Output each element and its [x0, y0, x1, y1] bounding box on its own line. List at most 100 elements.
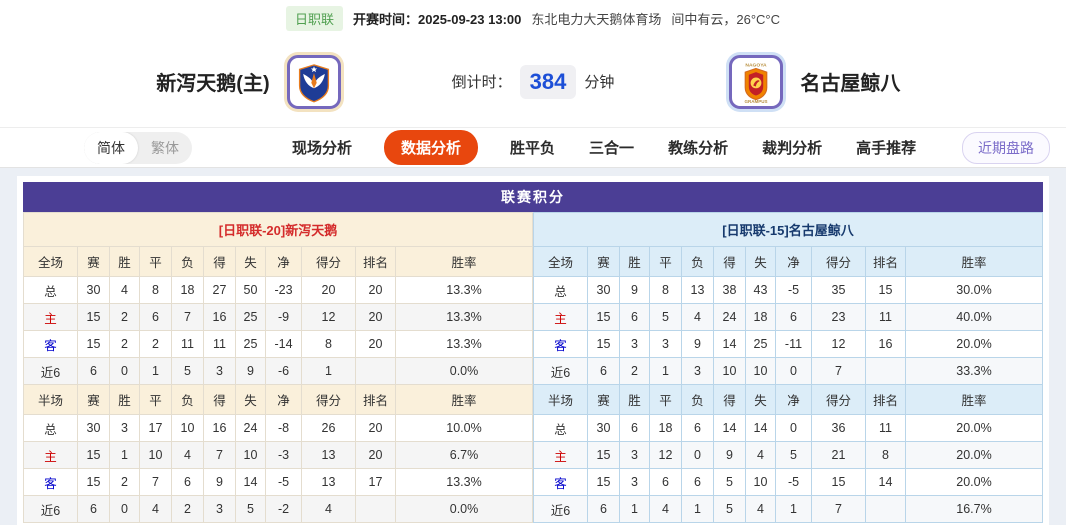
table-cell: 20 — [355, 441, 396, 469]
table-cell: 0 — [109, 357, 140, 385]
table-cell: 4 — [139, 495, 172, 523]
table-cell: -14 — [265, 330, 302, 358]
row-label: 客 — [533, 468, 588, 496]
column-header: 胜率 — [905, 246, 1043, 277]
table-cell: 6 — [587, 495, 620, 523]
away-team-name: 名古屋鲸八 — [800, 73, 901, 95]
table-cell: 2 — [109, 303, 140, 331]
column-header: 失 — [745, 384, 776, 415]
table-cell: 15 — [77, 330, 110, 358]
tab-数据分析[interactable]: 数据分析 — [384, 130, 479, 165]
table-cell: 23 — [811, 303, 866, 331]
row-label: 客 — [23, 468, 78, 496]
table-row: 主 15 1 10 4 7 10 -3 13 20 6.7% — [23, 441, 533, 469]
table-cell: 10 — [745, 357, 776, 385]
table-cell: 9 — [713, 441, 746, 469]
row-label: 总 — [533, 414, 588, 442]
column-header: 净 — [265, 246, 302, 277]
column-header: 得分 — [811, 246, 866, 277]
table-row: 近6 6 0 4 2 3 5 -2 4 0.0% — [23, 495, 533, 523]
table-cell: 4 — [745, 495, 776, 523]
table-cell: 30 — [587, 276, 620, 304]
table-cell: 11 — [203, 330, 236, 358]
row-label: 主 — [23, 303, 78, 331]
table-cell: 17 — [139, 414, 172, 442]
row-label: 主 — [533, 303, 588, 331]
row-label: 近6 — [533, 495, 588, 523]
column-header: 净 — [775, 384, 812, 415]
recent-trends-button[interactable]: 近期盘路 — [962, 131, 1050, 164]
scope-label: 半场 — [23, 384, 78, 415]
home-table-title: [日职联-20]新泻天鹅 — [23, 212, 533, 247]
scope-label: 全场 — [533, 246, 588, 277]
tab-现场分析[interactable]: 现场分析 — [292, 140, 353, 157]
svg-text:GRAMPUS: GRAMPUS — [745, 99, 768, 104]
table-cell — [865, 357, 906, 385]
table-cell: 11 — [865, 303, 906, 331]
table-cell — [865, 495, 906, 523]
table-cell: 12 — [649, 441, 682, 469]
league-points-card: 联赛积分 [日职联-20]新泻天鹅 全场赛胜平负得失净得分 排名 胜率 总 30 4 8 1… — [17, 176, 1049, 526]
tab-教练分析[interactable]: 教练分析 — [668, 140, 729, 157]
table-row: 客 15 3 3 9 14 25 -11 12 16 20.0% — [533, 330, 1043, 358]
table-cell: 3 — [619, 468, 650, 496]
table-cell: 13 — [681, 276, 714, 304]
table-cell: 15 — [77, 303, 110, 331]
table-cell: 27 — [203, 276, 236, 304]
table-row: 主 15 2 6 7 16 25 -9 12 20 13.3% — [23, 303, 533, 331]
table-cell: 4 — [301, 495, 356, 523]
match-info-bar: 日职联 开赛时间：2025-09-23 13:00 东北电力大天鹅体育场 间中有… — [0, 0, 1066, 36]
row-label: 近6 — [23, 357, 78, 385]
table-cell: 5 — [713, 495, 746, 523]
table-cell: 8 — [649, 276, 682, 304]
table-cell: 10 — [139, 441, 172, 469]
home-team-crest-icon — [298, 63, 329, 103]
tab-高手推荐[interactable]: 高手推荐 — [856, 140, 917, 157]
table-cell: 9 — [235, 357, 266, 385]
table-cell: 15 — [811, 468, 866, 496]
table-cell: -8 — [265, 414, 302, 442]
tab-三合一[interactable]: 三合一 — [589, 140, 635, 157]
home-team-table: [日职联-20]新泻天鹅 全场赛胜平负得失净得分 排名 胜率 总 30 4 8 18 27 50… — [23, 212, 533, 523]
table-cell: 3 — [203, 357, 236, 385]
table-cell: 5 — [713, 468, 746, 496]
column-header: 赛 — [77, 384, 110, 415]
table-cell: 6 — [619, 303, 650, 331]
table-cell: 4 — [681, 303, 714, 331]
scope-label: 半场 — [533, 384, 588, 415]
tab-胜平负[interactable]: 胜平负 — [510, 140, 556, 157]
table-cell — [355, 495, 396, 523]
table-cell: 15 — [77, 468, 110, 496]
table-cell: 3 — [619, 330, 650, 358]
table-cell: 7 — [811, 495, 866, 523]
table-cell: 20.0% — [905, 414, 1043, 442]
column-header: 净 — [775, 246, 812, 277]
table-cell: 10 — [713, 357, 746, 385]
table-cell: 13.3% — [395, 303, 533, 331]
countdown-unit: 分钟 — [584, 74, 615, 91]
table-cell: 18 — [171, 276, 204, 304]
table-cell: 20.0% — [905, 468, 1043, 496]
table-cell: 1 — [301, 357, 356, 385]
table-row: 近6 6 1 4 1 5 4 1 7 16.7% — [533, 495, 1043, 523]
table-cell: -11 — [775, 330, 812, 358]
table-cell: 30.0% — [905, 276, 1043, 304]
table-cell: 20.0% — [905, 330, 1043, 358]
column-header: 排名 — [355, 384, 396, 415]
row-label: 主 — [23, 441, 78, 469]
table-cell: 43 — [745, 276, 776, 304]
tab-裁判分析[interactable]: 裁判分析 — [762, 140, 823, 157]
column-header: 胜率 — [395, 246, 533, 277]
table-row: 主 15 3 12 0 9 4 5 21 8 20.0% — [533, 441, 1043, 469]
table-cell: 15 — [587, 468, 620, 496]
table-cell: 30 — [77, 414, 110, 442]
column-header: 得 — [713, 384, 746, 415]
column-header: 平 — [649, 246, 682, 277]
table-cell — [355, 357, 396, 385]
language-toggle[interactable]: 简体 繁体 — [84, 131, 192, 164]
column-header: 胜 — [109, 246, 140, 277]
lang-simplified-option[interactable]: 简体 — [84, 131, 138, 164]
table-cell: 30 — [587, 414, 620, 442]
lang-traditional-option[interactable]: 繁体 — [151, 139, 179, 156]
home-team: 新泻天鹅(主) — [0, 51, 452, 112]
